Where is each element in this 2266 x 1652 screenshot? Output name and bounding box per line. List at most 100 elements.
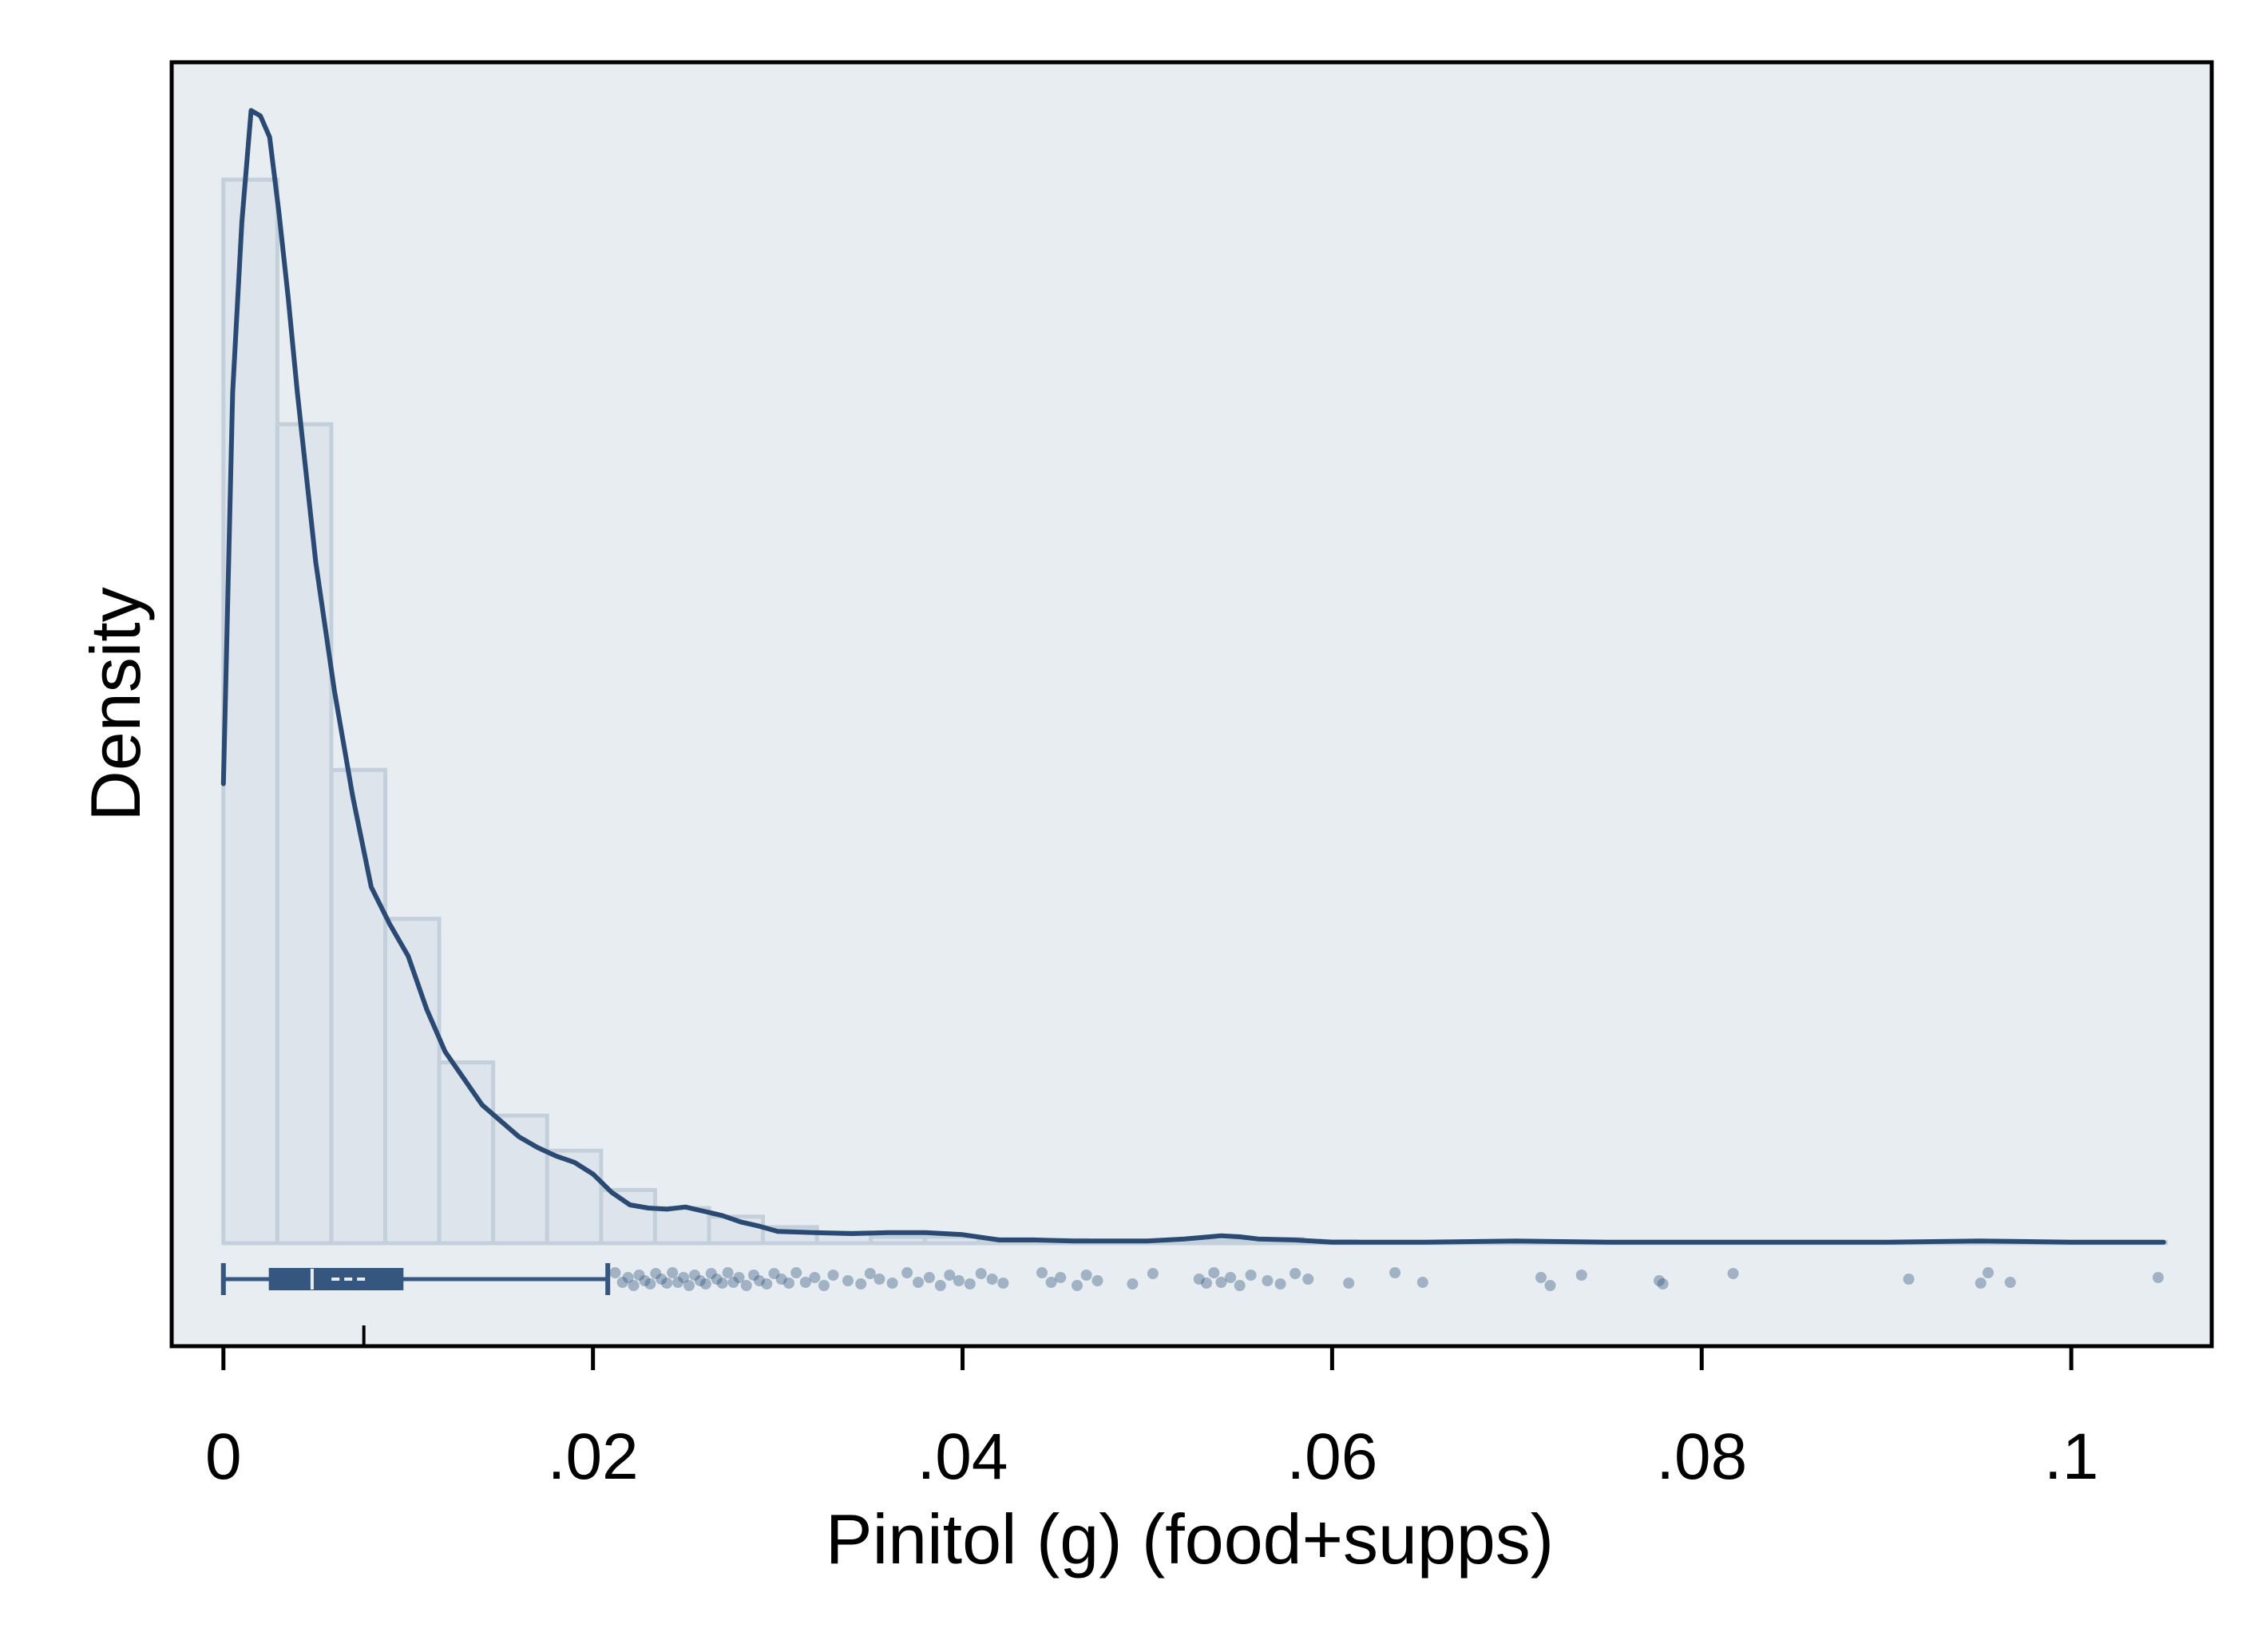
outlier-point [661, 1278, 673, 1289]
histogram-bar [1192, 1238, 1251, 1246]
outlier-point [997, 1278, 1009, 1289]
kde-density-line [220, 108, 2166, 1245]
outlier-point [1389, 1267, 1401, 1278]
x-axis-title: Pinitol (g) (food+supps) [826, 1499, 1554, 1579]
outlier-point [711, 1274, 723, 1285]
histogram-bars [221, 177, 2169, 1246]
outlier-point [1975, 1278, 1987, 1289]
outlier-point [1091, 1275, 1103, 1286]
outlier-point [722, 1267, 734, 1278]
horizontal-box-plot [220, 1263, 611, 1346]
outlier-point [1262, 1275, 1274, 1286]
x-tick-label: .02 [548, 1420, 639, 1493]
histogram-bar [869, 1234, 927, 1246]
outlier-point [683, 1280, 695, 1291]
outlier-point [678, 1272, 690, 1283]
outlier-point [727, 1277, 739, 1288]
outlier-point [953, 1275, 965, 1286]
outlier-point [748, 1270, 759, 1281]
outlier-point [1193, 1274, 1205, 1285]
outlier-point [975, 1268, 987, 1279]
outlier-point [842, 1275, 854, 1286]
outlier-point [1234, 1280, 1246, 1291]
outlier-point [1208, 1267, 1220, 1278]
outlier-point [790, 1267, 802, 1278]
outlier-point [986, 1274, 998, 1285]
outlier-point [964, 1278, 976, 1290]
outlier-point [1147, 1268, 1159, 1279]
histogram-bar [491, 1113, 549, 1246]
x-tick-label: 0 [205, 1420, 242, 1493]
outlier-point [2004, 1277, 2016, 1288]
outlier-point [1983, 1267, 1994, 1278]
outlier-point [1657, 1278, 1669, 1290]
outlier-point [1045, 1277, 1057, 1288]
outlier-point [1274, 1278, 1286, 1290]
histogram-bar [329, 767, 388, 1246]
histogram-bar [437, 1060, 496, 1246]
outlier-point [809, 1272, 821, 1283]
outlier-point [1215, 1277, 1227, 1288]
y-axis-title: Density [76, 587, 155, 821]
outlier-point [768, 1268, 780, 1279]
outlier-point [886, 1278, 898, 1289]
outlier-point [775, 1274, 787, 1285]
outlier-point [827, 1270, 839, 1281]
outlier-point [783, 1278, 794, 1289]
outlier-point [1225, 1272, 1237, 1283]
outlier-point [2152, 1272, 2164, 1283]
outlier-point [1654, 1275, 1665, 1286]
x-tick-label: .06 [1286, 1420, 1377, 1493]
outlier-point [1727, 1268, 1739, 1279]
outlier-point [694, 1275, 706, 1286]
histogram-bar [599, 1187, 657, 1246]
outlier-points [609, 1267, 2164, 1291]
x-tick-label: .04 [917, 1420, 1008, 1493]
outlier-point [628, 1280, 640, 1291]
outlier-point [818, 1280, 830, 1291]
outlier-point [1343, 1278, 1355, 1289]
outlier-point [733, 1272, 745, 1283]
outlier-point [1903, 1274, 1915, 1285]
outlier-point [1302, 1274, 1314, 1285]
x-axis-ticks: 0 .02 .04 .06 .08 .1 [205, 1346, 2098, 1493]
outlier-point [1036, 1267, 1048, 1278]
outlier-point [923, 1272, 935, 1283]
plot-frame [169, 60, 2214, 1349]
outlier-point [689, 1270, 700, 1281]
outlier-point [622, 1272, 634, 1283]
outlier-point [644, 1278, 656, 1290]
outlier-point [934, 1280, 946, 1291]
outlier-point [650, 1268, 662, 1279]
histogram-bar [383, 917, 442, 1246]
outlier-point [1072, 1280, 1083, 1291]
outlier-point [656, 1274, 668, 1285]
outlier-point [855, 1278, 867, 1290]
outlier-point [1416, 1277, 1428, 1288]
outlier-point [761, 1278, 773, 1290]
outlier-point [901, 1267, 913, 1278]
outlier-point [754, 1275, 765, 1286]
x-tick-label: .08 [1656, 1420, 1747, 1493]
outlier-point [1544, 1280, 1556, 1291]
outlier-point [1245, 1270, 1257, 1281]
outlier-point [874, 1274, 885, 1285]
outlier-point [672, 1277, 684, 1288]
outlier-point [609, 1267, 621, 1278]
outlier-point [699, 1278, 711, 1290]
outlier-point [1055, 1272, 1067, 1283]
histogram-bar [221, 177, 279, 1246]
histogram-bar [652, 1206, 711, 1246]
outlier-point [944, 1270, 956, 1281]
outlier-point [799, 1277, 811, 1288]
outlier-point [1535, 1272, 1547, 1283]
outlier-point [716, 1278, 728, 1289]
outlier-point [1127, 1278, 1139, 1290]
outlier-point [1201, 1278, 1212, 1289]
outlier-point [864, 1268, 876, 1279]
outlier-point [667, 1267, 679, 1278]
outlier-point [705, 1268, 717, 1279]
outlier-point [616, 1277, 628, 1288]
